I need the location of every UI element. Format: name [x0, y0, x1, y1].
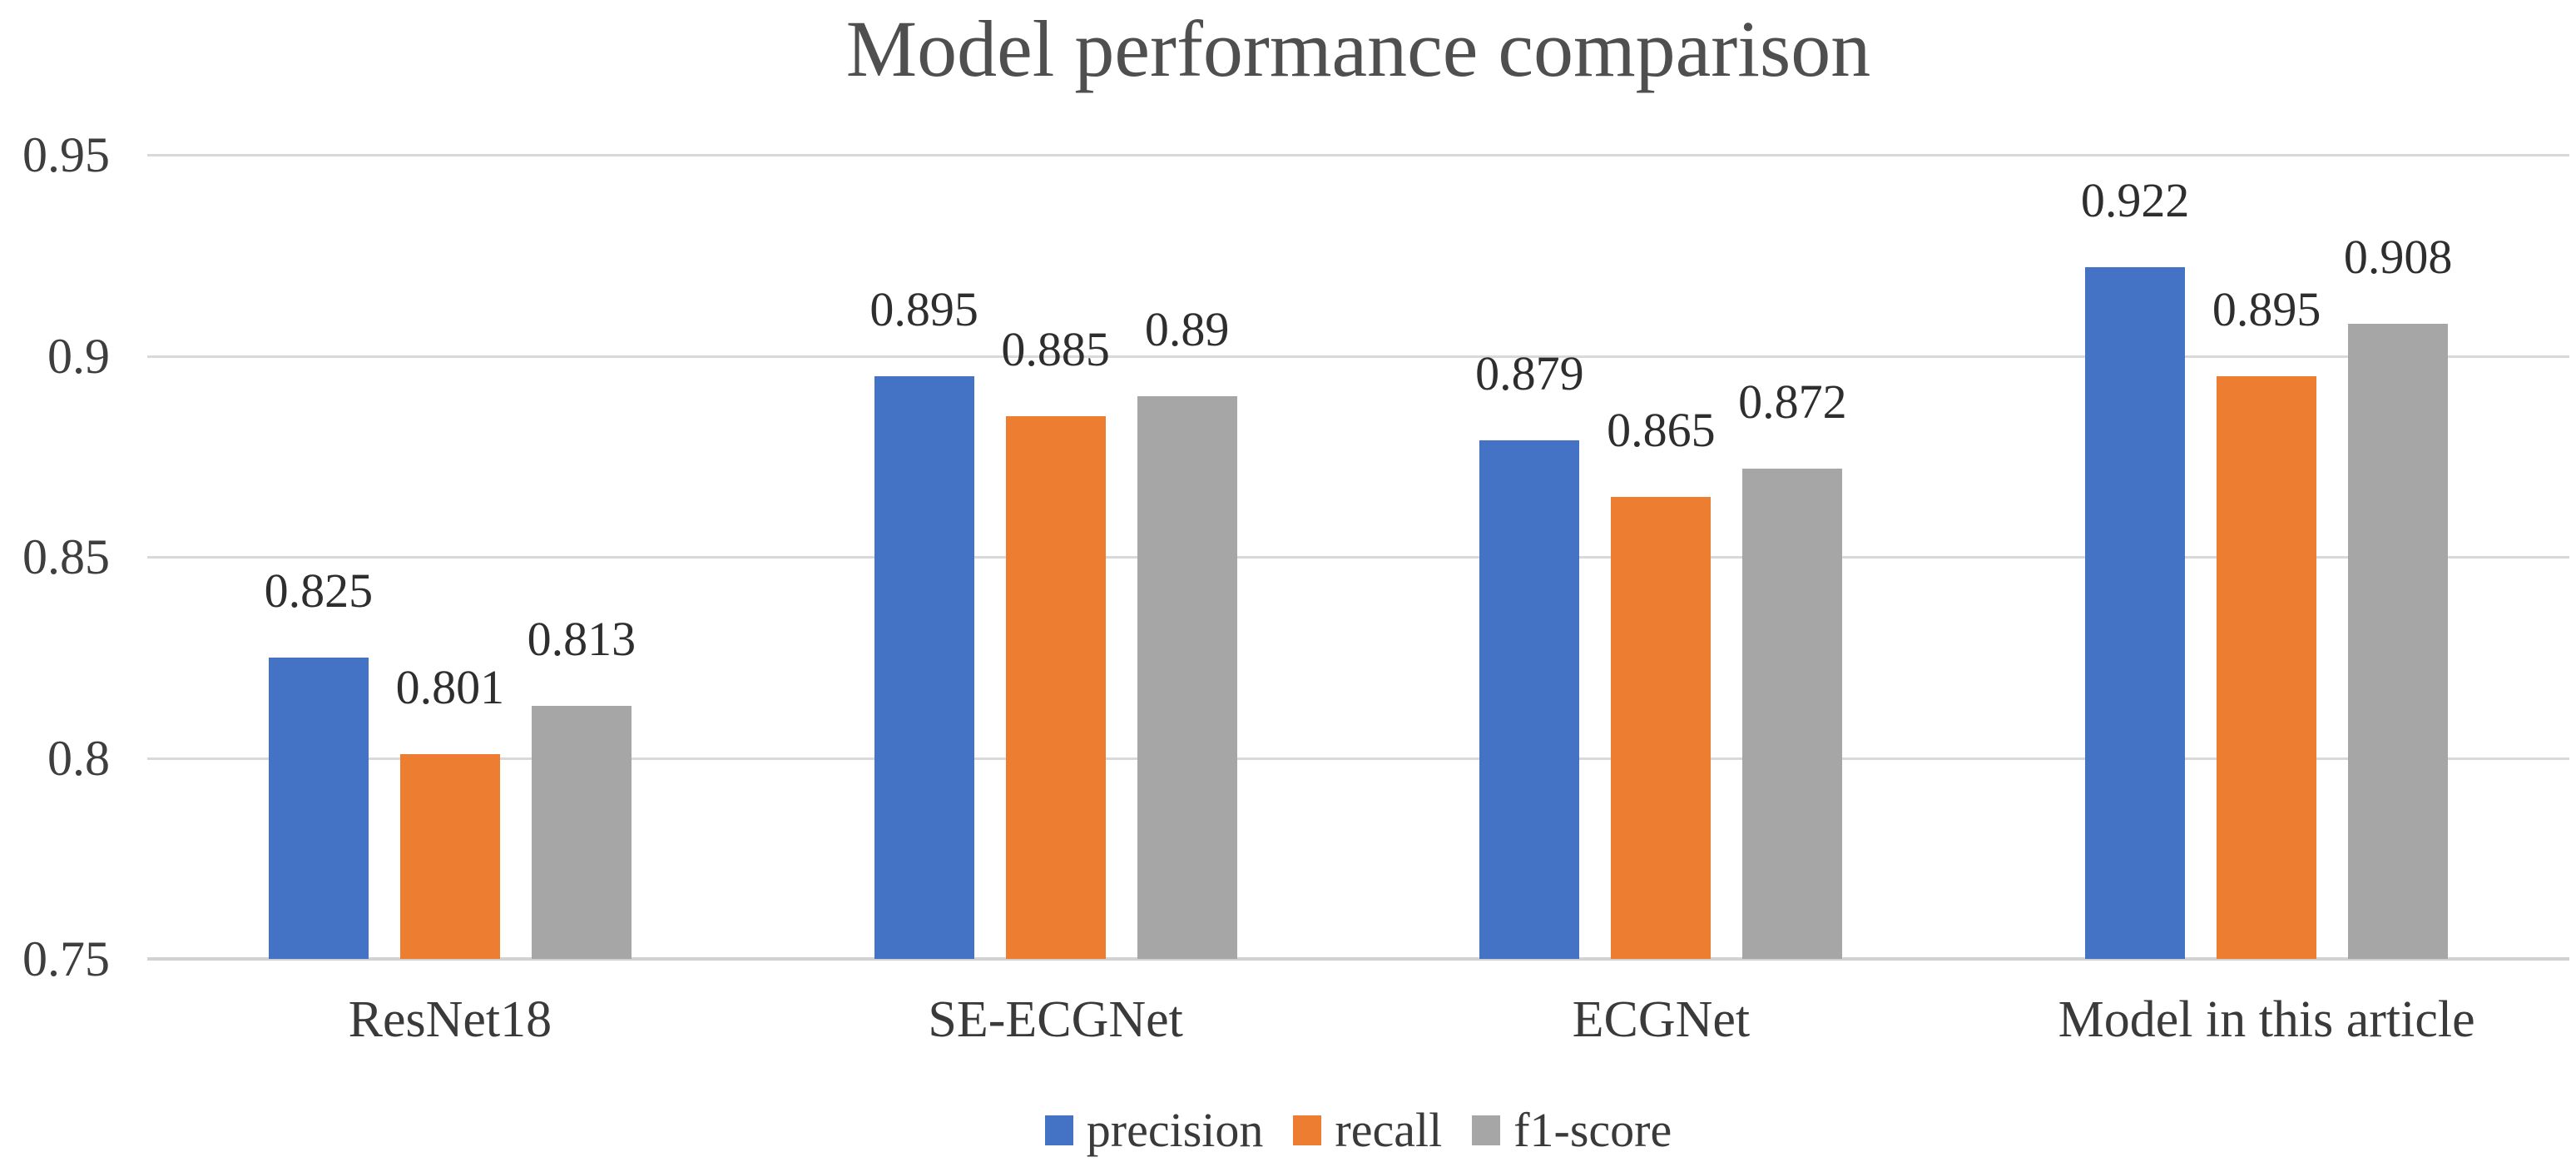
bar-value-label: 0.89: [1144, 302, 1230, 357]
gridline: [147, 355, 2569, 358]
legend-color-swatch: [1293, 1115, 1322, 1145]
bar-precision: [268, 657, 369, 959]
bar-value-label: 0.885: [1001, 322, 1110, 377]
legend-label: precision: [1086, 1103, 1264, 1157]
bar-recall: [1611, 496, 1712, 959]
gridline: [147, 154, 2569, 156]
y-axis-tick-label: 0.8: [47, 730, 110, 786]
bar-group: 0.922 0.895 0.908: [1964, 155, 2569, 959]
bar-group: 0.825 0.801 0.813: [147, 155, 753, 959]
bar-value-label: 0.813: [527, 611, 637, 666]
bar-value-label: 0.895: [869, 281, 978, 336]
y-axis-tick-label: 0.95: [22, 127, 110, 182]
legend-color-swatch: [1472, 1115, 1501, 1145]
legend-color-swatch: [1044, 1115, 1073, 1145]
legend: precision recall f1-score: [147, 1097, 2569, 1164]
legend-label: f1-score: [1513, 1103, 1672, 1157]
gridline: [147, 556, 2569, 559]
bar-precision: [874, 375, 974, 959]
bar-f1-score: [531, 705, 632, 959]
bar-precision: [1479, 440, 1580, 959]
bar-precision: [2085, 267, 2186, 959]
plot-area: 0.825 0.801 0.813 0.895 0.885 0.89 0.879 0.865 0…: [147, 154, 2569, 961]
bar-f1-score: [1137, 395, 1237, 959]
x-axis-line: [147, 957, 2569, 961]
bar-value-label: 0.908: [2343, 230, 2453, 285]
bar-recall: [1005, 415, 1106, 959]
bar-value-label: 0.895: [2212, 281, 2321, 336]
category-label: Model in this article: [2058, 991, 2475, 1048]
chart-title: Model performance comparison: [845, 4, 1871, 93]
category-label: ResNet18: [348, 991, 552, 1048]
bar-value-label: 0.801: [395, 659, 505, 714]
bar-group: 0.895 0.885 0.89: [753, 155, 1359, 959]
bar-recall: [2217, 375, 2317, 959]
y-axis-tick-label: 0.75: [22, 931, 110, 986]
category-label: SE-ECGNet: [928, 991, 1183, 1048]
bar-recall: [399, 753, 500, 959]
gridline: [147, 757, 2569, 760]
legend-label: recall: [1335, 1103, 1443, 1157]
bar-value-label: 0.879: [1475, 346, 1584, 401]
bar-group: 0.879 0.865 0.872: [1359, 155, 1964, 959]
y-axis-tick-label: 0.85: [22, 529, 110, 584]
bar-value-label: 0.922: [2080, 173, 2190, 228]
bar-value-label: 0.825: [264, 563, 374, 618]
legend-item: precision: [1044, 1103, 1264, 1157]
bar-f1-score: [2348, 323, 2449, 959]
bar-value-label: 0.872: [1738, 374, 1847, 429]
legend-item: recall: [1293, 1106, 1442, 1155]
legend-item: f1-score: [1472, 1106, 1672, 1155]
category-label: ECGNet: [1572, 991, 1751, 1048]
y-axis-tick-label: 0.9: [47, 328, 110, 384]
bar-f1-score: [1742, 468, 1843, 959]
bar-value-label: 0.865: [1607, 402, 1716, 457]
